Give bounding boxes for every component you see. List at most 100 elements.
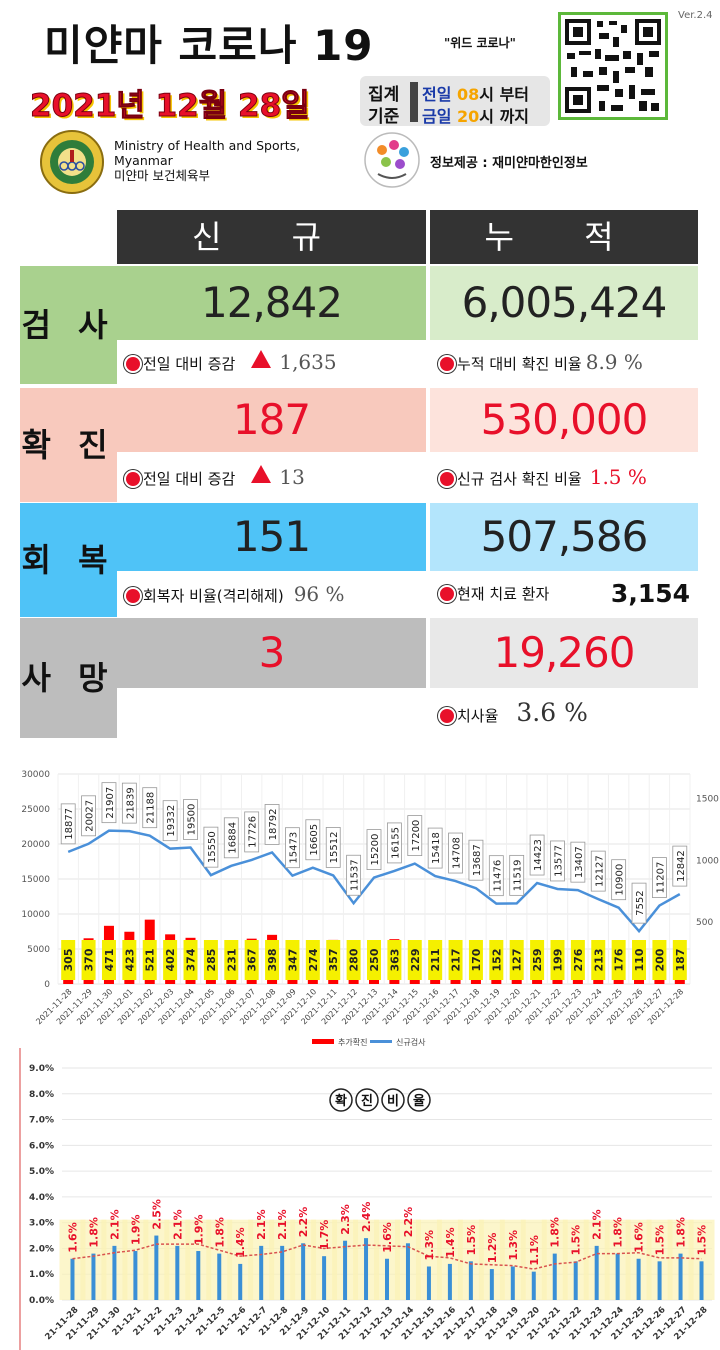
y-tick: 1.0% [29, 1270, 54, 1280]
rate-data-label: 1.5% [696, 1225, 709, 1256]
rate-data-label: 2.4% [360, 1202, 373, 1233]
tests-data-label: 10900 [615, 864, 626, 896]
column-header-new: 신 규 [117, 210, 426, 264]
sub-right-value: 3,154 [610, 579, 690, 608]
info-source: 정보제공 : 재미얀마한인정보 [430, 156, 588, 171]
y-tick: 3.0% [29, 1219, 54, 1229]
total-value: 6,005,424 [430, 266, 698, 340]
rate-bar [112, 1245, 117, 1300]
y-tick: 6.0% [29, 1141, 54, 1151]
case-label-bg [591, 940, 606, 980]
case-label-bg [509, 940, 524, 980]
rate-data-label: 1.4% [234, 1227, 247, 1258]
rate-data-label: 1.5% [465, 1225, 478, 1256]
tests-label-bg [101, 782, 117, 824]
case-label-bg [468, 940, 483, 980]
qr-code-icon[interactable] [558, 12, 668, 120]
rate-data-label: 1.6% [66, 1222, 79, 1253]
chart-title-char: 비 [387, 1094, 399, 1109]
case-label-bg [183, 940, 198, 980]
tests-label-bg [407, 815, 423, 856]
case-data-label: 176 [613, 948, 626, 971]
ministry-name-kr: 미얀마 보건체육부 [114, 168, 210, 183]
chart-title-char: 진 [361, 1093, 373, 1109]
title-tag: "위드 코로나" [444, 36, 516, 50]
title-circle [381, 1088, 405, 1112]
case-label-bg [407, 940, 422, 980]
tests-data-label: 18792 [268, 809, 279, 841]
y-left-tick: 15000 [21, 875, 50, 885]
sub-right: 누적 대비 확진 비율 8.9 % [440, 340, 698, 384]
tests-data-label: 17200 [411, 820, 422, 852]
case-data-label: 231 [225, 949, 238, 972]
case-label-bg [428, 940, 443, 980]
case-data-label: 402 [164, 949, 177, 972]
period-divider [410, 82, 418, 122]
rate-data-label: 2.2% [402, 1207, 415, 1238]
y-right-tick: 1000 [696, 856, 719, 866]
rate-bar [322, 1256, 327, 1300]
tests-data-label: 19332 [166, 805, 177, 837]
tests-label-bg [509, 854, 525, 896]
rate-bar [343, 1240, 348, 1300]
rate-data-label: 1.3% [507, 1230, 520, 1261]
rate-data-label: 1.3% [423, 1230, 436, 1261]
sub-left-label: 회복자 비율(격리해제) [143, 587, 284, 605]
rate-bar [426, 1266, 431, 1300]
case-data-label: 521 [144, 949, 157, 972]
chart-title-char: 확 [335, 1093, 347, 1109]
new-value: 12,842 [117, 266, 426, 340]
tests-label-bg [366, 829, 382, 870]
sub-right-value: 3.6 % [516, 698, 588, 727]
case-data-label: 305 [62, 949, 75, 972]
case-data-label: 187 [674, 949, 687, 972]
case-label-bg [203, 940, 218, 980]
new-value: 187 [117, 388, 426, 452]
tests-label-bg [325, 827, 341, 868]
sub-left [126, 688, 426, 738]
y-left-tick: 30000 [21, 770, 50, 780]
sub-right-value: 8.9 % [585, 350, 643, 374]
increase-arrow-icon [251, 350, 272, 368]
tests-data-label: 21907 [105, 787, 116, 819]
legend-label-cases: 추가확진 [338, 1037, 367, 1047]
rate-data-label: 1.4% [444, 1227, 457, 1258]
increase-arrow-icon [251, 465, 272, 483]
page-title: 미얀마 코로나 19 [44, 21, 374, 70]
tests-data-label: 14423 [533, 839, 544, 871]
case-data-label: 199 [551, 949, 564, 972]
case-label-bg [550, 940, 565, 980]
tests-data-label: 11476 [492, 860, 503, 892]
tests-label-bg [305, 819, 321, 861]
sub-left-value: 96 % [293, 582, 345, 606]
case-label-bg [61, 940, 76, 980]
tests-label-bg [652, 857, 667, 898]
tests-label-bg [488, 855, 504, 897]
row-label: 사 망 [20, 618, 117, 738]
tests-data-label: 15200 [370, 834, 381, 866]
case-data-label: 152 [490, 949, 503, 972]
chart-title-char: 율 [413, 1093, 425, 1109]
tests-data-label: 13577 [553, 845, 564, 877]
y-tick: 9.0% [29, 1064, 54, 1074]
case-label-bg [652, 940, 667, 980]
rate-bar [91, 1253, 96, 1300]
partner-logo-icon [364, 132, 420, 188]
y-left-tick: 25000 [21, 805, 50, 815]
tests-label-bg [162, 800, 178, 842]
total-value: 19,260 [430, 618, 698, 688]
sub-right-label: 신규 검사 확진 비율 [457, 470, 582, 488]
legend-label-tests: 신규검사 [396, 1037, 426, 1047]
tests-label-bg [142, 787, 158, 829]
tests-label-bg [285, 827, 300, 869]
rate-bar [154, 1235, 159, 1300]
rate-bar [657, 1261, 662, 1300]
tests-label-bg [570, 841, 586, 883]
sub-left: 회복자 비율(격리해제) 96 % [126, 571, 426, 617]
case-data-label: 280 [348, 948, 361, 971]
case-data-label: 276 [572, 948, 585, 971]
sub-right: 신규 검사 확진 비율 1.5 % [440, 452, 698, 502]
rate-bar [447, 1263, 452, 1300]
total-value: 507,586 [430, 503, 698, 571]
y-right-tick: 1500 [696, 795, 719, 805]
